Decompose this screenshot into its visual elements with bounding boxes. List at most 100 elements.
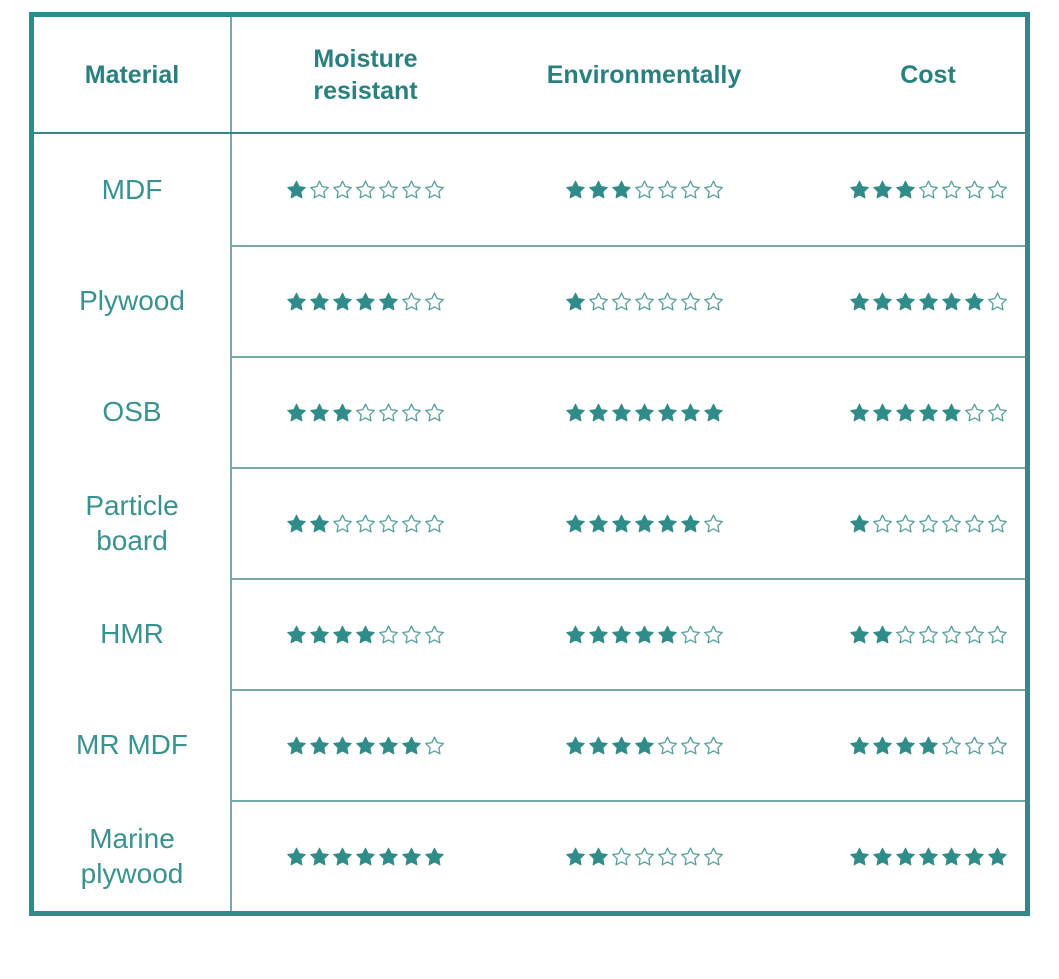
material-cell: Particle board: [34, 467, 232, 578]
star-filled-icon: [872, 736, 892, 755]
star-empty-icon: [987, 292, 1007, 311]
star-empty-icon: [379, 514, 398, 533]
cost-rating: [789, 800, 1025, 911]
star-empty-icon: [941, 514, 961, 533]
star-empty-icon: [425, 403, 444, 422]
star-empty-icon: [895, 625, 915, 644]
star-filled-icon: [634, 403, 654, 422]
star-empty-icon: [657, 180, 677, 199]
star-empty-icon: [680, 625, 700, 644]
star-empty-icon: [918, 514, 938, 533]
star-empty-icon: [657, 292, 677, 311]
star-filled-icon: [680, 403, 700, 422]
star-filled-icon: [941, 292, 961, 311]
moisture-resistant-rating: [232, 356, 499, 467]
star-filled-icon: [310, 403, 329, 422]
column-header-moisture-label: Moisture resistant: [313, 44, 418, 105]
table-body: MDF Plywood OSB Particle board HMR: [34, 134, 1025, 911]
material-cell: Plywood: [34, 245, 232, 356]
star-filled-icon: [849, 625, 869, 644]
star-empty-icon: [703, 292, 723, 311]
star-empty-icon: [987, 514, 1007, 533]
material-cell: MR MDF: [34, 689, 232, 800]
star-empty-icon: [402, 180, 421, 199]
star-filled-icon: [611, 625, 631, 644]
star-empty-icon: [987, 736, 1007, 755]
star-filled-icon: [333, 736, 352, 755]
star-filled-icon: [918, 736, 938, 755]
environmentally-rating: [499, 800, 789, 911]
material-label: MR MDF: [76, 729, 188, 760]
moisture-resistant-rating: [232, 467, 499, 578]
star-filled-icon: [425, 847, 444, 866]
material-label: MDF: [101, 174, 163, 205]
star-filled-icon: [634, 736, 654, 755]
moisture-resistant-rating: [232, 800, 499, 911]
star-empty-icon: [425, 736, 444, 755]
cost-rating: [789, 467, 1025, 578]
star-empty-icon: [402, 514, 421, 533]
star-filled-icon: [287, 625, 306, 644]
star-filled-icon: [310, 847, 329, 866]
star-filled-icon: [872, 403, 892, 422]
star-empty-icon: [356, 403, 375, 422]
column-header-environmentally-label: Environmentally: [546, 60, 742, 89]
table-header-row: Material Moisture resistant Environmenta…: [34, 17, 1025, 134]
star-filled-icon: [872, 625, 892, 644]
column-header-cost-label: Cost: [900, 60, 956, 89]
star-empty-icon: [657, 847, 677, 866]
star-empty-icon: [634, 847, 654, 866]
star-filled-icon: [588, 403, 608, 422]
star-empty-icon: [333, 180, 352, 199]
column-header-material: Material: [34, 17, 232, 132]
star-filled-icon: [657, 514, 677, 533]
environmentally-rating: [499, 245, 789, 356]
star-filled-icon: [379, 292, 398, 311]
star-filled-icon: [895, 847, 915, 866]
star-empty-icon: [964, 180, 984, 199]
star-filled-icon: [379, 847, 398, 866]
material-label: Marine plywood: [80, 822, 184, 889]
star-empty-icon: [703, 514, 723, 533]
star-filled-icon: [918, 847, 938, 866]
star-filled-icon: [402, 847, 421, 866]
star-filled-icon: [565, 403, 585, 422]
star-filled-icon: [356, 625, 375, 644]
table-row: OSB: [34, 356, 1025, 467]
star-filled-icon: [611, 736, 631, 755]
star-empty-icon: [703, 625, 723, 644]
table-row: Particle board: [34, 467, 1025, 578]
star-filled-icon: [703, 403, 723, 422]
star-filled-icon: [895, 292, 915, 311]
star-empty-icon: [425, 625, 444, 644]
star-filled-icon: [849, 847, 869, 866]
star-filled-icon: [657, 625, 677, 644]
star-filled-icon: [333, 292, 352, 311]
star-empty-icon: [611, 847, 631, 866]
star-empty-icon: [703, 736, 723, 755]
table-row: Marine plywood: [34, 800, 1025, 911]
table-row: MR MDF: [34, 689, 1025, 800]
star-empty-icon: [402, 292, 421, 311]
star-filled-icon: [287, 736, 306, 755]
column-header-material-label: Material: [84, 60, 180, 89]
star-filled-icon: [588, 514, 608, 533]
star-filled-icon: [356, 736, 375, 755]
star-filled-icon: [941, 403, 961, 422]
star-filled-icon: [379, 736, 398, 755]
star-empty-icon: [379, 403, 398, 422]
star-empty-icon: [634, 292, 654, 311]
star-empty-icon: [964, 736, 984, 755]
star-empty-icon: [680, 180, 700, 199]
star-filled-icon: [310, 625, 329, 644]
star-filled-icon: [872, 180, 892, 199]
star-filled-icon: [918, 292, 938, 311]
star-filled-icon: [402, 736, 421, 755]
star-empty-icon: [895, 514, 915, 533]
material-cell: Marine plywood: [34, 800, 232, 911]
star-filled-icon: [310, 514, 329, 533]
star-filled-icon: [611, 403, 631, 422]
star-empty-icon: [333, 514, 352, 533]
star-filled-icon: [680, 514, 700, 533]
moisture-resistant-rating: [232, 134, 499, 245]
